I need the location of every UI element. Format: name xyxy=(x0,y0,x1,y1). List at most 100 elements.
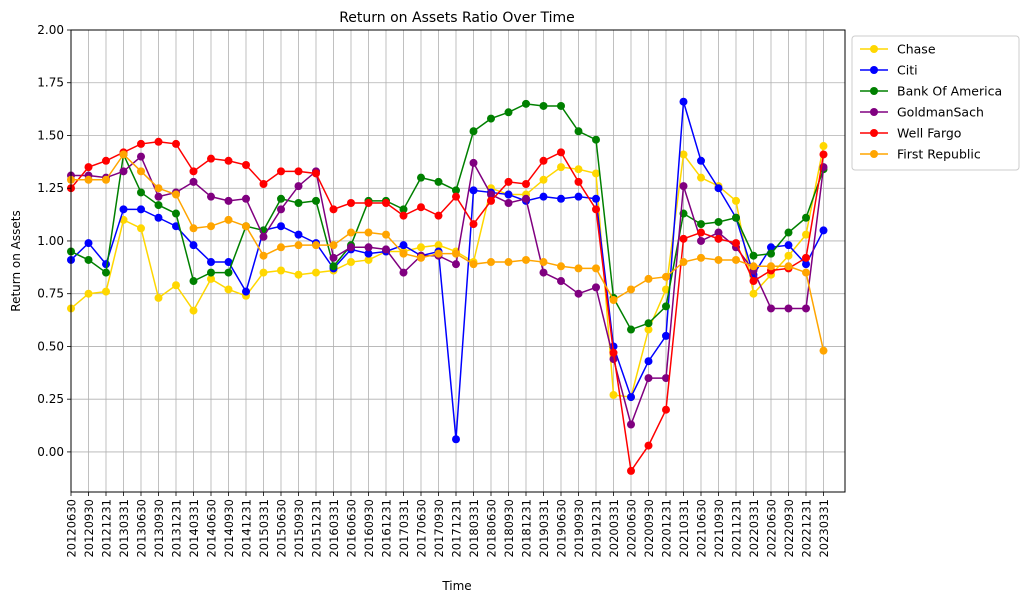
x-tick-label: 20150930 xyxy=(292,499,306,558)
data-point xyxy=(802,304,810,313)
data-point xyxy=(329,262,338,271)
x-tick-label: 20191231 xyxy=(590,499,604,558)
data-point xyxy=(767,304,775,313)
data-point xyxy=(259,232,268,241)
data-point xyxy=(469,260,478,269)
legend-marker xyxy=(870,150,878,158)
data-point xyxy=(557,163,565,172)
data-point xyxy=(102,175,110,184)
data-point xyxy=(452,435,460,444)
data-point xyxy=(172,190,180,199)
y-tick-label: 0.75 xyxy=(37,287,64,301)
y-tick-label: 1.00 xyxy=(37,234,64,248)
data-point xyxy=(662,331,670,340)
legend-label: Chase xyxy=(897,42,936,57)
data-point xyxy=(574,192,583,201)
data-point xyxy=(522,255,530,264)
legend-item: Citi xyxy=(860,63,918,78)
data-point xyxy=(242,194,250,203)
data-point xyxy=(347,198,355,207)
y-tick-label: 0.50 xyxy=(37,339,64,353)
series-bank-of-america xyxy=(67,99,828,334)
legend-item: First Republic xyxy=(860,147,981,162)
legend-item: GoldmanSach xyxy=(860,105,984,120)
data-point xyxy=(277,243,285,252)
data-point xyxy=(172,281,180,290)
x-tick-label: 20210930 xyxy=(712,499,726,558)
x-tick-label: 20181231 xyxy=(520,499,534,558)
data-point xyxy=(749,277,758,286)
data-point xyxy=(452,192,460,201)
data-point xyxy=(539,101,548,110)
data-point xyxy=(714,217,723,226)
x-tick-label: 20170331 xyxy=(397,499,411,558)
data-point xyxy=(627,420,635,429)
series-lines xyxy=(67,97,828,475)
data-point xyxy=(697,220,705,229)
data-point xyxy=(802,230,810,239)
data-point xyxy=(224,156,233,165)
data-point xyxy=(347,258,355,267)
data-point xyxy=(259,251,268,260)
x-tick-label: 20160630 xyxy=(345,499,359,558)
legend-marker xyxy=(870,66,878,74)
data-point xyxy=(382,230,390,239)
x-tick-label: 20190930 xyxy=(572,499,586,558)
data-point xyxy=(557,148,565,157)
data-point xyxy=(592,194,600,203)
data-point xyxy=(84,239,93,248)
data-point xyxy=(802,213,810,222)
data-point xyxy=(557,277,565,286)
data-point xyxy=(119,167,128,176)
series-line xyxy=(70,101,825,440)
x-tick-label: 20140930 xyxy=(222,499,236,558)
data-point xyxy=(137,167,145,176)
data-point xyxy=(784,241,793,250)
data-point xyxy=(662,405,670,414)
data-point xyxy=(84,163,93,172)
x-tick-label: 20220630 xyxy=(765,499,779,558)
data-point xyxy=(557,101,565,110)
data-point xyxy=(242,287,250,296)
x-tick-label: 20210630 xyxy=(695,499,709,558)
data-point xyxy=(434,211,443,220)
data-point xyxy=(469,186,478,195)
data-point xyxy=(364,228,373,237)
legend-marker xyxy=(870,87,878,95)
y-tick-label: 2.00 xyxy=(37,23,64,37)
data-point xyxy=(609,296,618,305)
data-point xyxy=(539,268,548,277)
data-point xyxy=(574,289,583,298)
x-tick-label: 20221231 xyxy=(800,499,814,558)
data-point xyxy=(312,241,320,250)
x-tick-label: 20180630 xyxy=(485,499,499,558)
legend-marker xyxy=(870,108,878,116)
data-point xyxy=(452,249,460,258)
data-point xyxy=(644,357,653,366)
data-point xyxy=(767,262,775,271)
data-point xyxy=(644,274,653,283)
data-point xyxy=(592,135,600,144)
data-point xyxy=(749,262,758,271)
data-point xyxy=(539,156,548,165)
data-point xyxy=(294,230,303,239)
x-tick-label: 20200331 xyxy=(607,499,621,558)
data-point xyxy=(592,169,600,178)
data-point xyxy=(819,142,828,151)
data-point xyxy=(469,220,478,229)
data-point xyxy=(749,251,758,260)
data-point xyxy=(539,258,548,267)
data-point xyxy=(714,228,723,237)
data-point xyxy=(452,260,460,269)
data-point xyxy=(102,156,110,165)
x-tick-label: 20170930 xyxy=(432,499,446,558)
data-point xyxy=(154,201,163,210)
data-point xyxy=(574,177,583,186)
data-point xyxy=(154,293,163,302)
data-point xyxy=(679,150,688,159)
y-tick-label: 1.50 xyxy=(37,128,64,142)
series-well-fargo xyxy=(67,137,828,475)
data-point xyxy=(189,177,198,186)
data-point xyxy=(382,198,390,207)
